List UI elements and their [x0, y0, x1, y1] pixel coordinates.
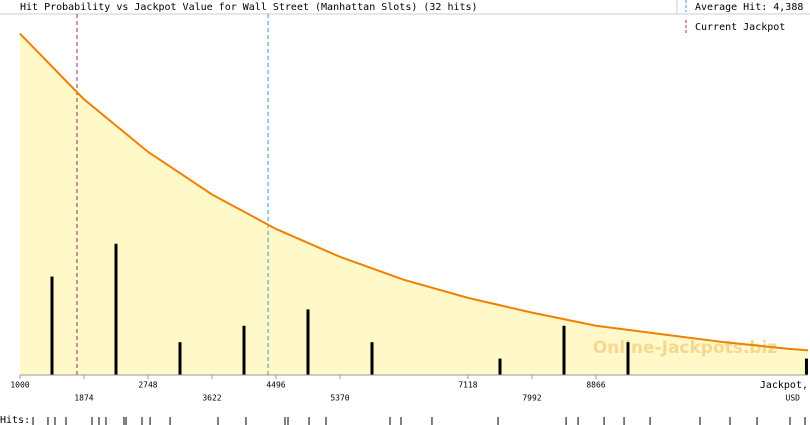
x-tick-label: 7118 [458, 381, 477, 390]
bar [50, 276, 54, 375]
bar [178, 342, 182, 375]
legend-label: Current Jackpot [695, 22, 785, 33]
bar [562, 325, 566, 375]
chart-title: Hit Probability vs Jackpot Value for Wal… [20, 2, 478, 13]
watermark: Online-Jackpots.biz [593, 338, 778, 358]
x-tick-label: 4496 [266, 381, 285, 390]
bar [804, 358, 808, 375]
x-tick-label: 8866 [586, 381, 605, 390]
x-tick-label: 5370 [330, 394, 349, 403]
bar [306, 309, 310, 375]
legend-label: Average Hit: 4,388 [695, 2, 803, 13]
hits-label: Hits: [0, 415, 30, 425]
curve-line [19, 32, 809, 352]
x-tick-label: 2748 [138, 381, 157, 390]
bar [498, 358, 502, 375]
area-fill [20, 33, 808, 375]
x-tick-label: 7992 [522, 394, 541, 403]
bar [626, 342, 630, 375]
x-axis-label: USD [786, 394, 801, 403]
x-tick-label: 3622 [202, 394, 221, 403]
x-tick-label: 1000 [10, 381, 29, 390]
bar [242, 325, 246, 375]
x-tick-label: 1874 [74, 394, 93, 403]
bar [114, 243, 118, 375]
x-axis-label: Jackpot, [760, 380, 808, 391]
bar [370, 342, 374, 375]
